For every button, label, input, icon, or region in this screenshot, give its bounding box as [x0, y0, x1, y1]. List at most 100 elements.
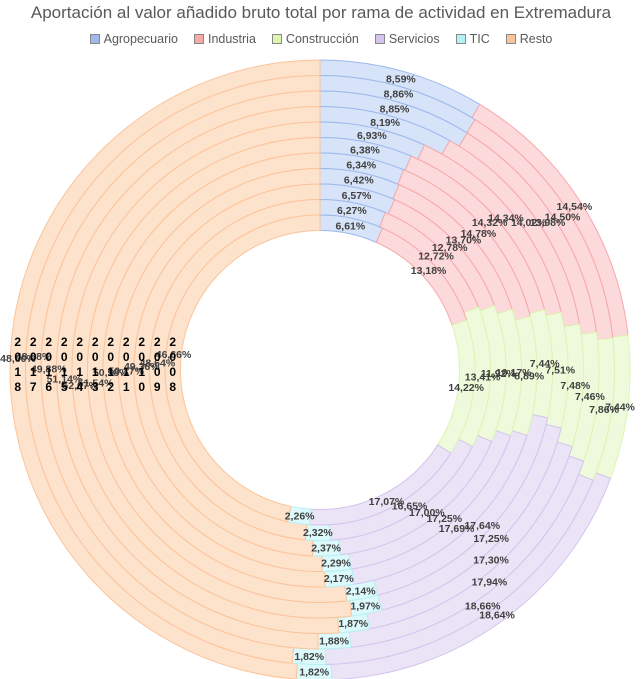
data-label: 46,66% — [156, 349, 192, 361]
data-label: 12,72% — [418, 250, 454, 262]
data-label: 10,17% — [496, 367, 532, 379]
data-label: 49,88% — [31, 364, 67, 376]
segment-2008-resto — [164, 214, 321, 523]
data-label: 48,68% — [16, 351, 52, 363]
data-label: 13,70% — [446, 234, 482, 246]
data-label: 11,92% — [481, 368, 517, 380]
ring-segments — [9, 59, 631, 679]
year-labels: 2 0 1 8 2 0 1 7 2 0 1 6 2 0 1 5 2 0 1 4 2 0 1 3 2 0 1 2 2 0 1 1 2 0 1 0 2 0 0 9… — [14, 335, 176, 394]
data-label: 8,19% — [370, 117, 400, 129]
data-label: 8,89% — [514, 370, 544, 382]
legend-swatch — [455, 34, 466, 44]
data-label: 1,82% — [299, 667, 329, 679]
data-label: 16,65% — [392, 500, 428, 512]
data-label: 6,27% — [337, 205, 367, 217]
legend-swatch — [505, 34, 516, 44]
data-label: 48,60% — [0, 353, 36, 365]
data-label: 13,18% — [411, 265, 447, 277]
data-labels: 8,59% 14,54% 7,44% 18,64% 1,82% 48,60% 8,86% 14… — [0, 73, 635, 678]
data-label: 6,57% — [342, 190, 372, 202]
data-label: 14,22% — [448, 382, 484, 394]
legend-swatch — [271, 34, 282, 44]
data-label: 51,14% — [47, 374, 83, 386]
data-label: 17,25% — [426, 513, 462, 525]
data-label: 8,86% — [384, 89, 414, 101]
data-label: 1,87% — [338, 618, 368, 630]
legend-label: Construcción — [285, 32, 359, 46]
data-label: 14,34% — [488, 212, 524, 224]
data-label: 6,34% — [346, 159, 376, 171]
data-label: 7,86% — [589, 404, 619, 416]
legend-item-3: Servicios — [374, 32, 440, 46]
data-label: 17,94% — [472, 576, 508, 588]
data-label: 48,64% — [140, 358, 176, 370]
data-label: 17,30% — [473, 555, 509, 567]
data-label: 2,32% — [303, 527, 333, 539]
data-label: 14,02% — [511, 217, 547, 229]
data-label: 17,07% — [369, 496, 405, 508]
data-label: 2,29% — [321, 558, 351, 570]
data-label: 6,38% — [350, 144, 380, 156]
data-label: 2,14% — [346, 586, 376, 598]
data-label: 2,17% — [324, 573, 354, 585]
legend-item-5: Resto — [505, 32, 553, 46]
donut-hole — [180, 230, 460, 510]
data-label: 7,51% — [545, 365, 575, 377]
legend-item-1: Industria — [193, 32, 256, 46]
legend-label: TIC — [469, 32, 490, 46]
data-label: 17,64% — [464, 520, 500, 532]
data-label: 7,44% — [605, 401, 635, 413]
data-label: 18,66% — [465, 601, 501, 613]
data-label: 50,17% — [108, 366, 144, 378]
legend-swatch — [374, 34, 385, 44]
legend-swatch — [89, 34, 100, 44]
legend: Agropecuario Industria Construcción Servici… — [0, 32, 642, 46]
data-label: 2,37% — [311, 543, 341, 555]
legend-label: Industria — [207, 32, 256, 46]
data-label: 6,93% — [357, 130, 387, 142]
data-label: 8,59% — [386, 73, 416, 85]
data-label: 17,25% — [473, 533, 509, 545]
data-label: 49,36% — [124, 361, 160, 373]
data-label: 14,54% — [557, 201, 593, 213]
data-label: 7,44% — [530, 358, 560, 370]
data-label: 2,26% — [285, 510, 315, 522]
data-label: 14,50% — [545, 212, 581, 224]
data-label: 6,42% — [344, 175, 374, 187]
data-label: 50,58% — [93, 367, 129, 379]
legend-item-4: TIC — [455, 32, 490, 46]
data-label: 12,78% — [432, 242, 468, 254]
data-label: 1,97% — [350, 600, 380, 612]
legend-label: Resto — [519, 32, 553, 46]
chart-title: Aportación al valor añadido bruto total … — [30, 3, 612, 22]
data-label: 1,82% — [294, 651, 324, 663]
legend-label: Agropecuario — [103, 32, 178, 46]
legend-label: Servicios — [388, 32, 440, 46]
data-label: 17,00% — [409, 507, 445, 519]
data-label: 14,78% — [461, 228, 497, 240]
data-label: 8,85% — [380, 104, 410, 116]
data-label: 51,54% — [78, 377, 114, 389]
data-label: 7,48% — [560, 380, 590, 392]
legend-swatch — [193, 34, 204, 44]
data-label: 17,69% — [439, 523, 475, 535]
data-label: 6,61% — [335, 220, 365, 232]
data-label: 52,07% — [62, 380, 98, 392]
data-label: 1,88% — [319, 635, 349, 647]
legend-item-2: Construcción — [271, 32, 359, 46]
data-label: 14,32% — [472, 217, 508, 229]
data-label: 18,64% — [479, 609, 515, 621]
data-label: 7,46% — [575, 391, 605, 403]
